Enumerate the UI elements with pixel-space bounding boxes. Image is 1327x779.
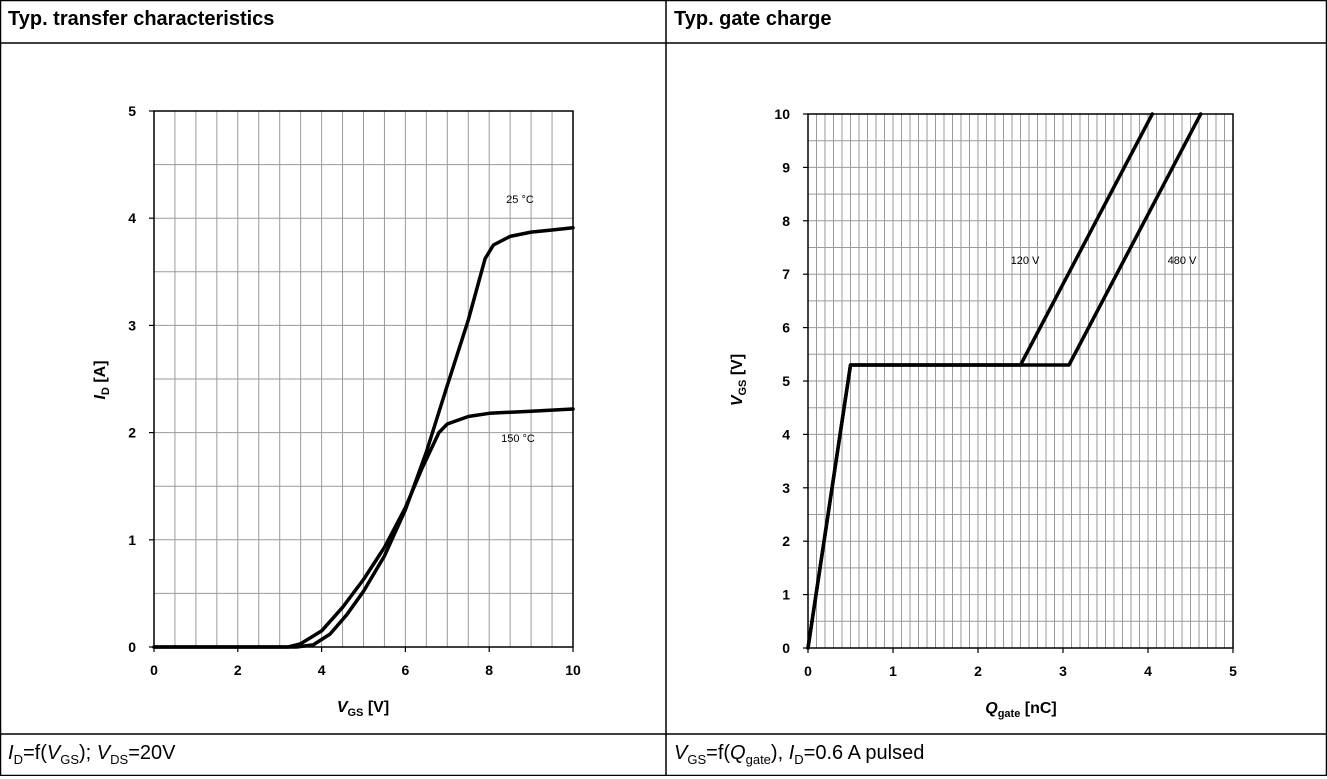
y-tick-label: 0: [782, 640, 790, 656]
series-label: 480 V: [1168, 255, 1197, 267]
plot-area-frame: [153, 110, 574, 648]
x-tick-label: 4: [1144, 663, 1152, 679]
y-tick-label: 1: [128, 532, 136, 548]
series-line: [152, 226, 575, 649]
series-line: [152, 407, 575, 649]
y-tick-label: 0: [128, 639, 136, 655]
x-tick-label: 0: [804, 663, 812, 679]
left-panel-title: Typ. transfer characteristics: [0, 0, 666, 43]
y-tick-label: 10: [774, 106, 790, 122]
y-tick-label: 5: [128, 103, 136, 119]
y-tick-label: 2: [782, 533, 790, 549]
y-tick-label: 6: [782, 320, 790, 336]
x-tick-label: 3: [1059, 663, 1067, 679]
x-tick-label: 2: [974, 663, 982, 679]
y-tick-label: 4: [128, 210, 136, 226]
series-line: [806, 112, 1203, 650]
y-axis-label: VGS [V]: [729, 354, 749, 406]
x-tick-label: 8: [485, 662, 493, 678]
right-panel-caption: VGS=f(Qgate), ID=0.6 A pulsed: [674, 742, 925, 767]
x-tick-label: 10: [565, 662, 581, 678]
y-tick-label: 5: [782, 373, 790, 389]
right-panel-title: Typ. gate charge: [666, 0, 1327, 43]
x-tick-label: 5: [1229, 663, 1237, 679]
x-tick-label: 0: [150, 662, 158, 678]
series-label: 120 V: [1011, 255, 1040, 267]
x-tick-label: 6: [402, 662, 410, 678]
y-axis-label: ID [A]: [92, 360, 112, 399]
series-label: 150 °C: [501, 433, 535, 445]
x-axis-label: Qgate [nC]: [985, 700, 1057, 720]
x-tick-label: 4: [318, 662, 326, 678]
y-tick-label: 9: [782, 159, 790, 175]
y-tick-label: 2: [128, 425, 136, 441]
series-label: 25 °C: [506, 194, 534, 206]
left-panel-caption: ID=f(VGS); VDS=20V: [8, 742, 176, 767]
y-tick-label: 7: [782, 266, 790, 282]
x-tick-label: 2: [234, 662, 242, 678]
y-tick-label: 3: [782, 480, 790, 496]
x-tick-label: 1: [889, 663, 897, 679]
y-tick-label: 3: [128, 317, 136, 333]
x-axis-label: VGS [V]: [337, 699, 389, 719]
y-tick-label: 1: [782, 587, 790, 603]
y-tick-label: 4: [782, 426, 790, 442]
y-tick-label: 8: [782, 213, 790, 229]
